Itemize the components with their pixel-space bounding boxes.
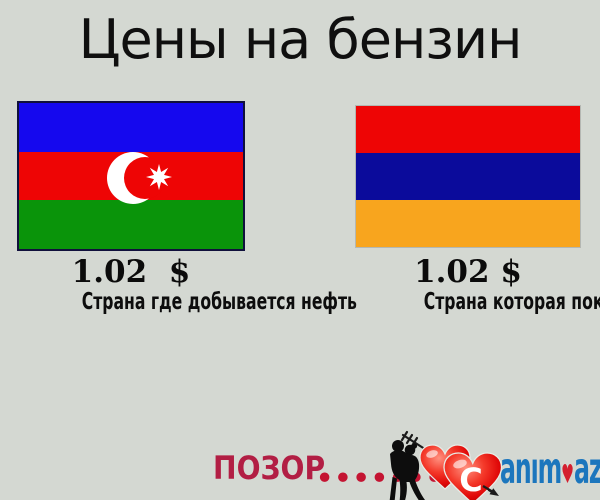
- armenia-orange-stripe: [356, 200, 580, 247]
- crescent-and-star-emblem: [107, 152, 172, 204]
- price-left: 1.02 $: [71, 254, 191, 290]
- couple-silhouette-icon: [389, 440, 425, 500]
- page-title: Цены на бензин: [78, 8, 523, 71]
- armenia-red-stripe: [356, 106, 580, 153]
- eight-point-star-icon: [146, 164, 172, 190]
- caption-left: Страна где добывается нефть: [17, 289, 357, 315]
- brand-prefix: anım: [500, 444, 562, 494]
- canim-az-logo: C: [389, 430, 503, 500]
- price-right: 1.02 $: [414, 254, 522, 290]
- armenia-flag: [355, 105, 581, 248]
- caption-right-text: Страна которая покупает нефть: [423, 289, 600, 315]
- heart-dot-icon: ♥: [561, 460, 574, 490]
- azerbaijan-flag: [17, 101, 245, 251]
- azerbaijan-green-stripe: [19, 200, 243, 250]
- caption-left-text: Страна где добывается нефть: [81, 289, 357, 315]
- brand-wordmark: anım♥az: [500, 444, 600, 494]
- brand-suffix: az: [573, 444, 600, 494]
- shame-label: ПОЗОР: [213, 449, 326, 487]
- arrow-tip-icon: [482, 485, 499, 496]
- azerbaijan-blue-stripe: [19, 103, 243, 152]
- brand-heart-letter: C: [459, 461, 482, 499]
- armenia-blue-stripe: [356, 153, 580, 200]
- caption-right: Страна которая покупает нефть: [355, 289, 600, 315]
